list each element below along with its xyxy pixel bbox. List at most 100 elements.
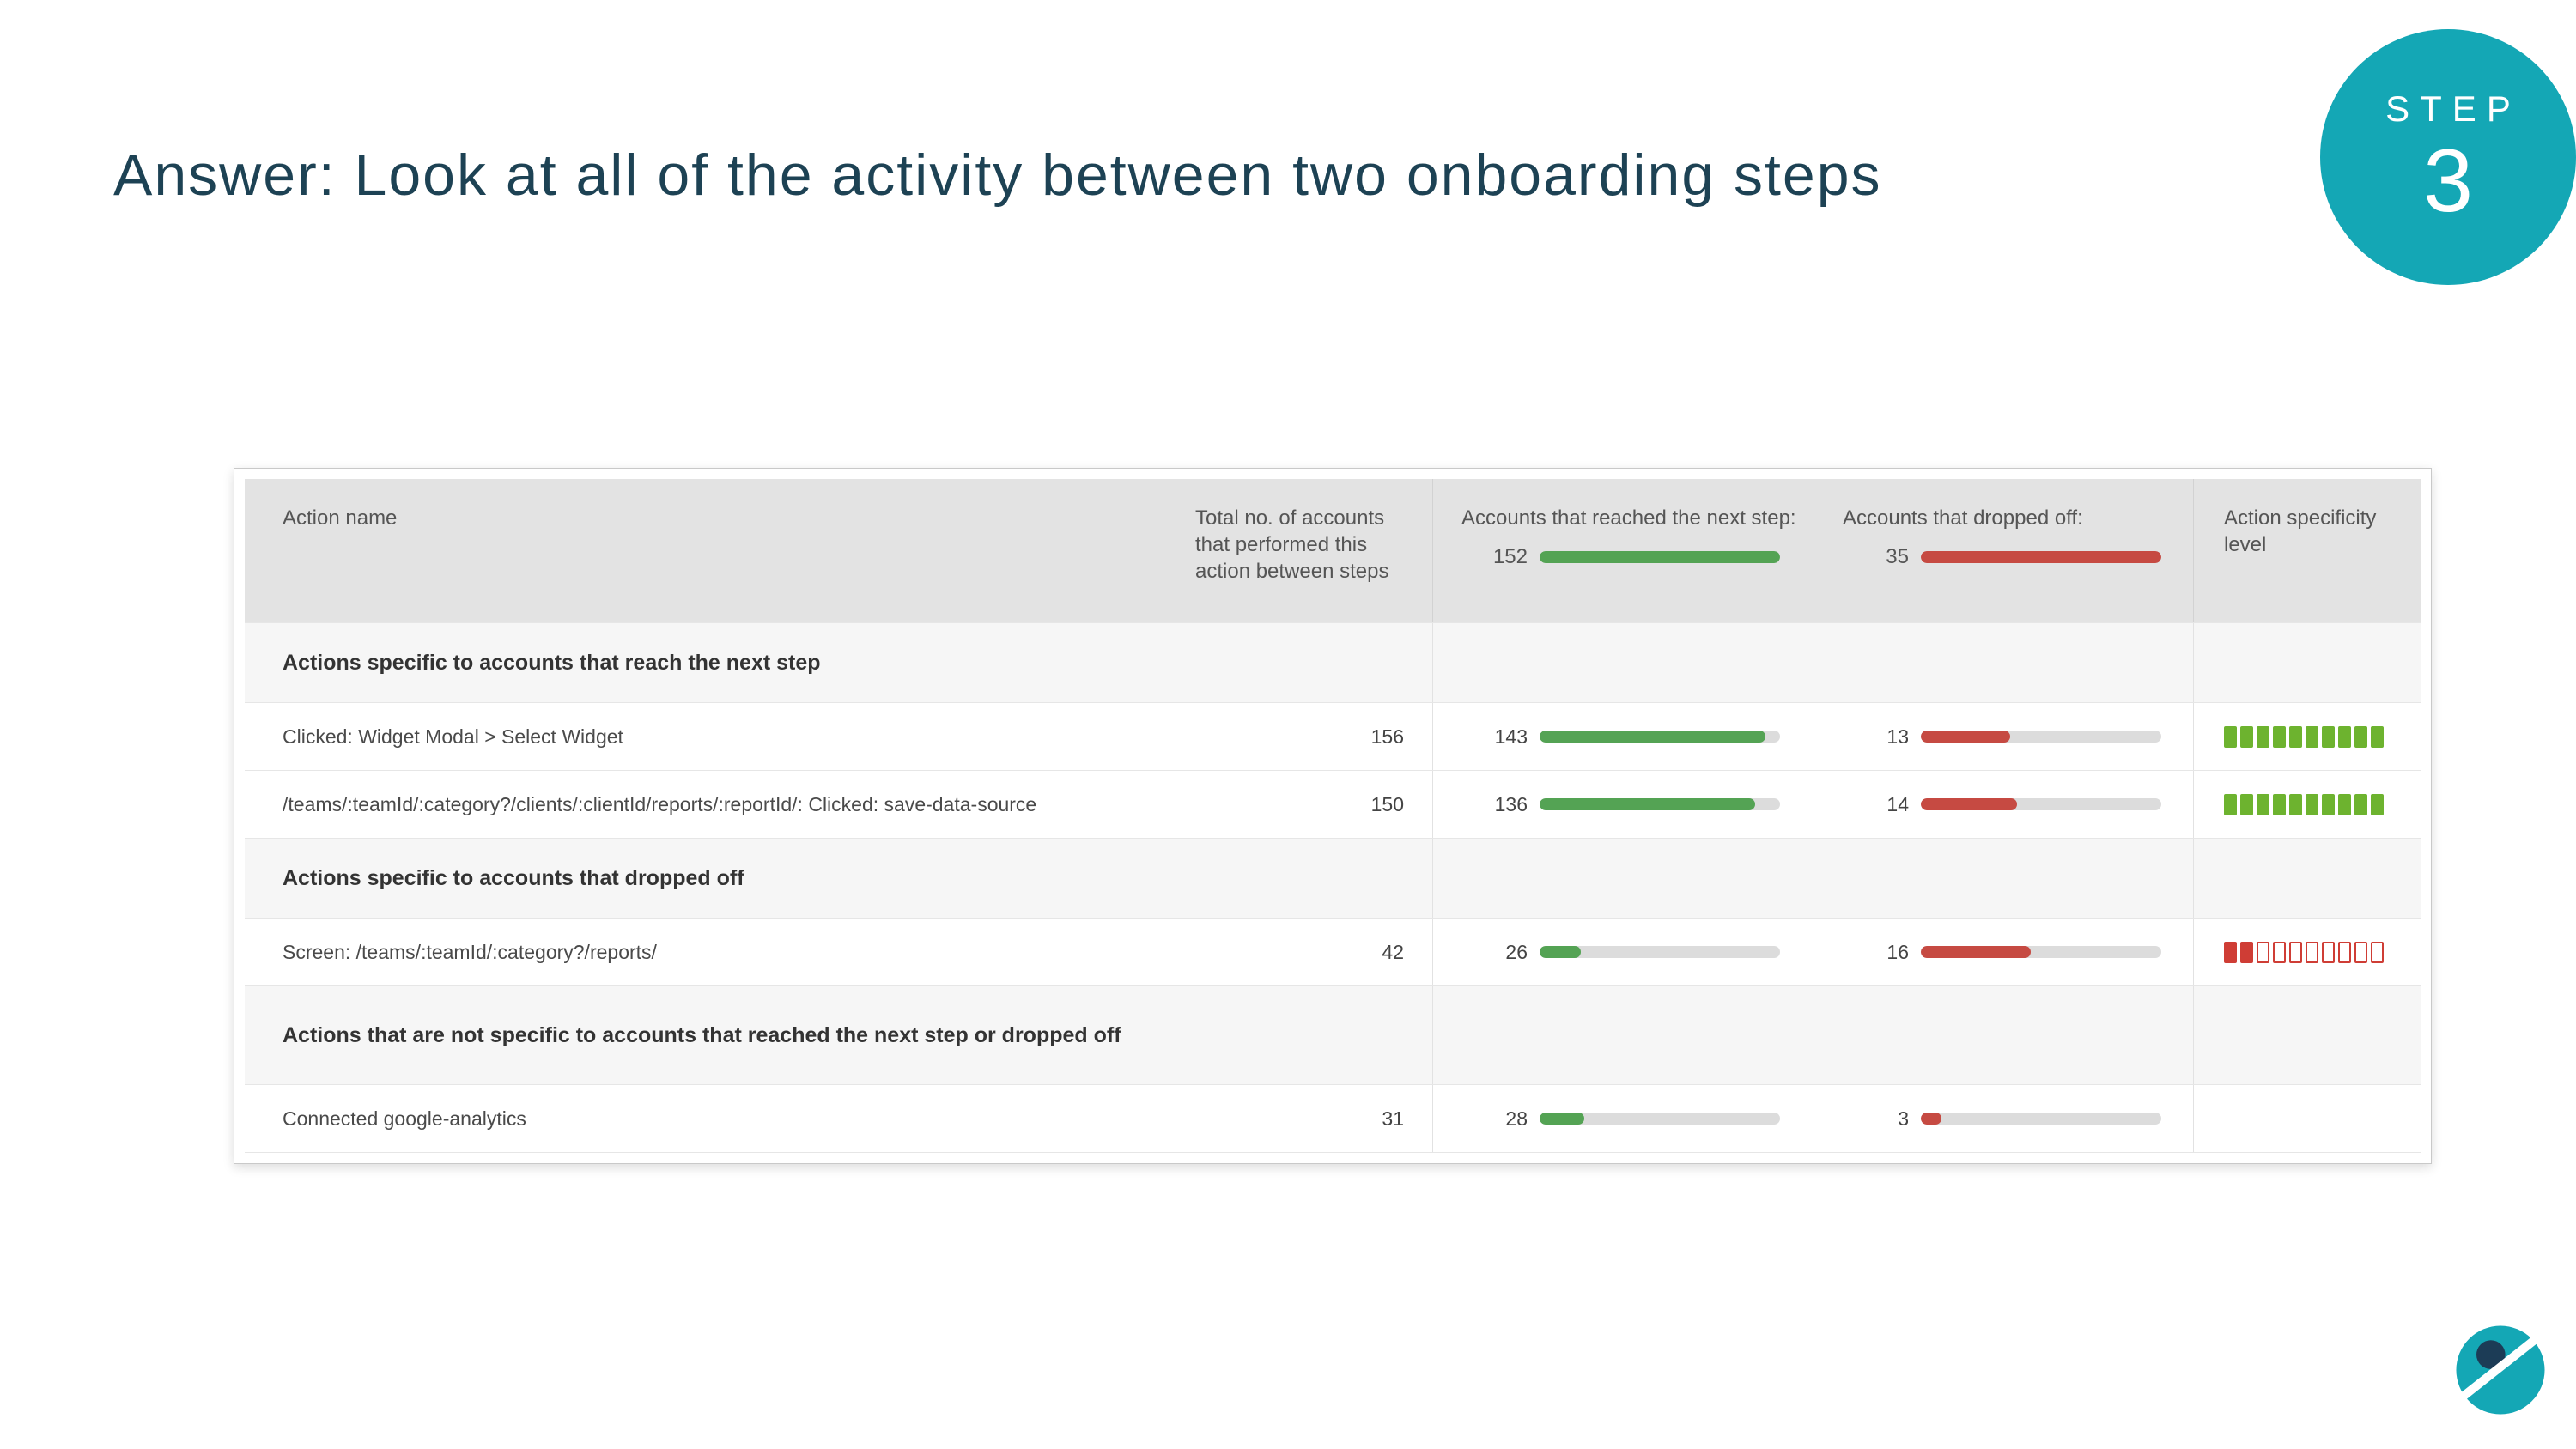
- dropped-value: 3: [1898, 1106, 1909, 1130]
- action-name-cell: /teams/:teamId/:category?/clients/:clien…: [245, 771, 1170, 838]
- specificity-block: [2273, 793, 2286, 815]
- step-badge-number: 3: [2423, 131, 2473, 231]
- specificity-block: [2289, 793, 2302, 815]
- reached-value: 26: [1505, 940, 1528, 963]
- specificity-block: [2354, 941, 2367, 963]
- dropped-bar-track: [1921, 731, 2161, 743]
- specificity-block: [2354, 725, 2367, 748]
- activity-table: Action name Total no. of accounts that p…: [245, 479, 2421, 1153]
- dropped-bar-track: [1921, 1113, 2161, 1125]
- reached-bar-fill: [1540, 731, 1766, 743]
- empty-cell: [1170, 986, 1433, 1084]
- specificity-block: [2338, 941, 2351, 963]
- empty-cell: [1433, 623, 1814, 702]
- accounts-dropped-cell: 3: [1814, 1085, 2194, 1152]
- specificity-block: [2240, 725, 2253, 748]
- table-row: /teams/:teamId/:category?/clients/:clien…: [245, 770, 2421, 838]
- dropped-bar-track: [1921, 946, 2161, 958]
- specificity-block: [2257, 725, 2269, 748]
- empty-cell: [1814, 839, 2194, 918]
- header-action-specificity: Action specificity level: [2224, 506, 2377, 556]
- total-accounts-cell: 42: [1170, 919, 1433, 985]
- specificity-block: [2240, 793, 2253, 815]
- table-row: Clicked: Widget Modal > Select Widget 15…: [245, 702, 2421, 770]
- specificity-block: [2224, 941, 2237, 963]
- reached-bar-fill: [1540, 550, 1780, 563]
- specificity-block: [2306, 941, 2318, 963]
- specificity-block: [2322, 793, 2335, 815]
- empty-cell: [2194, 839, 2421, 918]
- empty-cell: [1170, 839, 1433, 918]
- reached-bar-fill: [1540, 798, 1755, 810]
- specificity-blocks: [2194, 1085, 2421, 1152]
- empty-cell: [1170, 623, 1433, 702]
- specificity-block: [2257, 941, 2269, 963]
- total-accounts-cell: 31: [1170, 1085, 1433, 1152]
- specificity-block: [2354, 793, 2367, 815]
- specificity-block: [2273, 725, 2286, 748]
- specificity-blocks: [2194, 771, 2421, 838]
- reached-bar-track: [1540, 550, 1780, 563]
- reached-value: 143: [1494, 724, 1528, 748]
- specificity-block: [2257, 793, 2269, 815]
- specificity-block: [2289, 941, 2302, 963]
- specificity-block: [2306, 725, 2318, 748]
- accounts-dropped-cell: 13: [1814, 703, 2194, 770]
- specificity-blocks: [2194, 919, 2421, 985]
- header-dropped-total: 35: [1886, 545, 1909, 568]
- reached-value: 28: [1505, 1106, 1528, 1130]
- dropped-bar-fill: [1921, 1113, 1941, 1125]
- specificity-block: [2224, 725, 2237, 748]
- section-row-dropped-off: Actions specific to accounts that droppe…: [245, 838, 2421, 918]
- reached-value: 136: [1494, 792, 1528, 815]
- accounts-reached-cell: 143: [1433, 703, 1814, 770]
- action-name-cell: Screen: /teams/:teamId/:category?/report…: [245, 919, 1170, 985]
- step-badge-label: STEP: [2385, 88, 2521, 129]
- reached-bar-track: [1540, 731, 1780, 743]
- dropped-bar-fill: [1921, 946, 2031, 958]
- empty-cell: [1814, 623, 2194, 702]
- table-row: Screen: /teams/:teamId/:category?/report…: [245, 918, 2421, 985]
- header-total-accounts: Total no. of accounts that performed thi…: [1170, 479, 1433, 622]
- header-accounts-dropped-label: Accounts that dropped off:: [1843, 506, 2083, 530]
- reached-bar-track: [1540, 798, 1780, 810]
- specificity-block: [2224, 793, 2237, 815]
- specificity-block: [2322, 941, 2335, 963]
- specificity-block: [2371, 941, 2384, 963]
- accounts-reached-cell: 28: [1433, 1085, 1814, 1152]
- dropped-bar-track: [1921, 550, 2161, 563]
- header-accounts-reached-label: Accounts that reached the next step:: [1461, 506, 1796, 530]
- reached-bar-fill: [1540, 1113, 1584, 1125]
- empty-cell: [1433, 839, 1814, 918]
- brand-logo-icon: [2455, 1325, 2548, 1415]
- empty-cell: [1814, 986, 2194, 1084]
- brand-logo: [2452, 1322, 2549, 1418]
- section-label: Actions specific to accounts that droppe…: [245, 839, 1170, 918]
- slide-title: Answer: Look at all of the activity betw…: [113, 142, 1882, 208]
- reached-bar-track: [1540, 946, 1780, 958]
- empty-cell: [2194, 986, 2421, 1084]
- section-label: Actions that are not specific to account…: [245, 986, 1170, 1084]
- dropped-bar-fill: [1921, 798, 2017, 810]
- reached-bar-fill: [1540, 946, 1581, 958]
- header-action-name: Action name: [245, 479, 1170, 622]
- dropped-bar-fill: [1921, 550, 2161, 563]
- dropped-bar-track: [1921, 798, 2161, 810]
- header-accounts-dropped: Accounts that dropped off: 35: [1814, 479, 2194, 622]
- accounts-dropped-cell: 16: [1814, 919, 2194, 985]
- header-reached-bar-row: 152: [1433, 543, 1796, 570]
- step-badge: STEP 3: [2320, 29, 2576, 285]
- activity-table-card: Action name Total no. of accounts that p…: [234, 468, 2432, 1164]
- table-header-row: Action name Total no. of accounts that p…: [245, 479, 2421, 622]
- header-accounts-reached: Accounts that reached the next step: 152: [1433, 479, 1814, 622]
- specificity-block: [2322, 725, 2335, 748]
- accounts-reached-cell: 136: [1433, 771, 1814, 838]
- specificity-block: [2371, 725, 2384, 748]
- table-row: Connected google-analytics 31 28 3: [245, 1084, 2421, 1152]
- section-label: Actions specific to accounts that reach …: [245, 623, 1170, 702]
- dropped-bar-fill: [1921, 731, 2010, 743]
- specificity-block: [2338, 793, 2351, 815]
- dropped-value: 14: [1886, 792, 1909, 815]
- specificity-block: [2371, 793, 2384, 815]
